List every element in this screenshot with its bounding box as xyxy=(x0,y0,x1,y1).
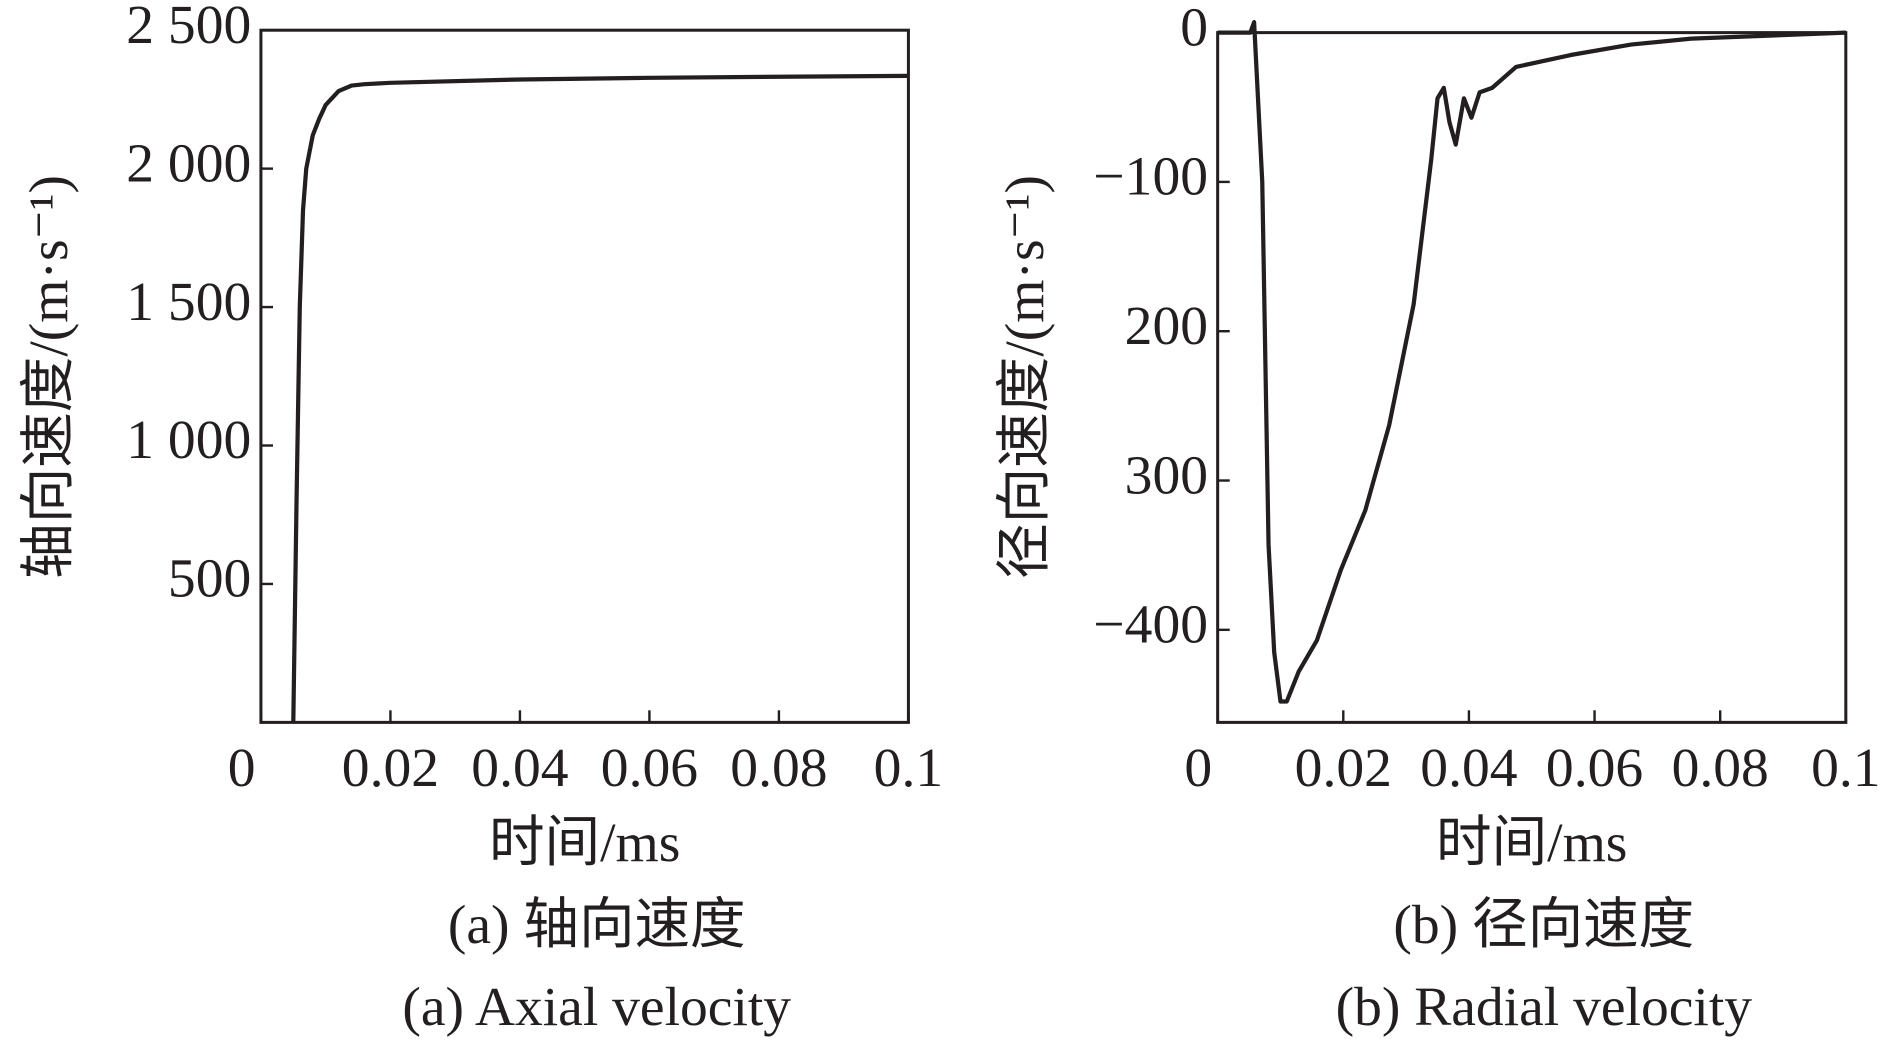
plot-frame xyxy=(259,28,910,724)
y-tick-label: −100 xyxy=(1093,146,1208,208)
y-tick-label: 2 500 xyxy=(126,0,251,56)
x-tick-label: 0.04 xyxy=(471,737,568,799)
y-tick-label: 0 xyxy=(1180,0,1208,58)
y-tick-label: 1 000 xyxy=(126,409,251,471)
caption-zh: (a) 轴向速度 xyxy=(448,894,746,956)
plot-frame xyxy=(1216,31,1848,724)
y-axis-label: 轴向速度/(m·s⁻¹) xyxy=(18,175,80,579)
data-line xyxy=(1217,20,1846,704)
x-tick-label: 0.08 xyxy=(1672,737,1769,799)
x-tick-label: 0.06 xyxy=(1546,737,1643,799)
x-tick-label: 0 xyxy=(1184,737,1212,799)
x-tick-label: 0 xyxy=(228,737,256,799)
y-tick-label: −400 xyxy=(1093,594,1208,656)
caption-zh: (b) 径向速度 xyxy=(1393,894,1694,956)
x-axis-label: 时间/ms xyxy=(1436,812,1627,874)
caption-en: (b) Radial velocity xyxy=(1336,976,1753,1038)
y-tick-label: 300 xyxy=(1125,444,1208,506)
x-tick-label: 0.04 xyxy=(1420,737,1517,799)
y-tick-label: 200 xyxy=(1125,295,1208,357)
x-tick-label: 0.1 xyxy=(1811,737,1880,799)
y-tick-label: 500 xyxy=(168,548,251,610)
x-tick-label: 0.08 xyxy=(730,737,827,799)
x-tick-label: 0.02 xyxy=(342,737,439,799)
y-axis-label: 径向速度/(m·s⁻¹) xyxy=(994,175,1056,579)
x-tick-label: 0.1 xyxy=(874,737,943,799)
y-tick-label: 1 500 xyxy=(126,271,251,333)
caption-en: (a) Axial velocity xyxy=(402,976,791,1038)
x-tick-label: 0.06 xyxy=(601,737,698,799)
figure-content: 0 0.02 0.04 0.06 0.08 0.1 500 1 000 1 500 2 000 2 … xyxy=(18,0,1880,1038)
x-axis-label: 时间/ms xyxy=(489,812,680,874)
y-tick-label: 2 000 xyxy=(126,132,251,194)
x-tick-label: 0.02 xyxy=(1295,737,1392,799)
data-line xyxy=(291,73,909,723)
